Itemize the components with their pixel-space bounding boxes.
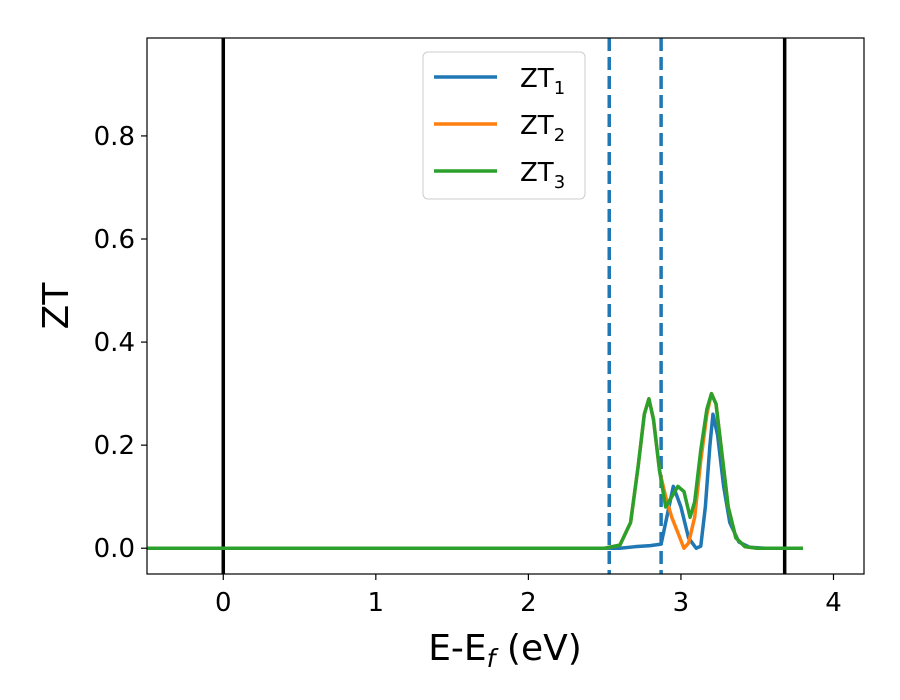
y-tick-label-2: 0.4	[94, 328, 135, 358]
plot-frame	[146, 37, 865, 575]
y-tick-label-3: 0.6	[94, 225, 135, 255]
legend-box	[422, 51, 586, 200]
x-tick-label-1: 1	[368, 588, 385, 618]
x-tick-label-4: 4	[825, 588, 842, 618]
legend-label-zt3: ZT3	[520, 158, 565, 193]
legend-label-zt2: ZT2	[520, 111, 565, 146]
x-tick-label-0: 0	[215, 588, 232, 618]
x-tick-label-3: 3	[673, 588, 690, 618]
y-tick-label-0: 0.0	[94, 534, 135, 564]
series-line-zt3	[147, 391, 803, 550]
y-axis-label: ZT	[36, 282, 77, 330]
y-tick-label-1: 0.2	[94, 431, 135, 461]
legend: ZT1 ZT2 ZT3	[422, 51, 586, 200]
y-tick-label-4: 0.8	[94, 122, 135, 152]
x-tick-label-2: 2	[520, 588, 537, 618]
x-axis-label: E-Ef (eV)	[428, 628, 582, 673]
legend-label-zt1: ZT1	[520, 64, 565, 99]
